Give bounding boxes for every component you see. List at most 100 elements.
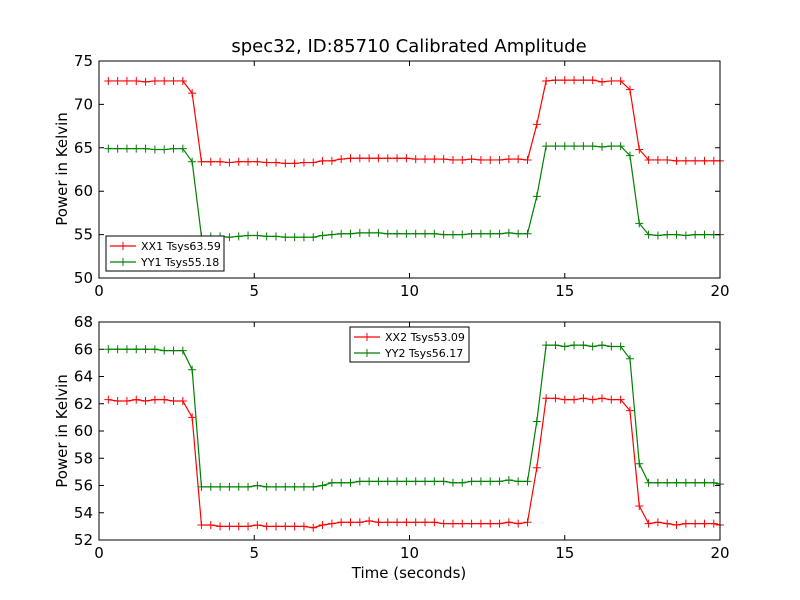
top-series-2-point bbox=[309, 233, 318, 242]
bottom-series-1-point bbox=[188, 413, 197, 422]
top-y-tick-label: 55 bbox=[74, 226, 93, 244]
bottom-series-2-point bbox=[160, 346, 169, 355]
top-series-2-point bbox=[579, 142, 588, 151]
bottom-series-2-point bbox=[672, 478, 681, 487]
bottom-series-1-point bbox=[504, 518, 513, 527]
bottom-y-tick-label: 54 bbox=[74, 504, 93, 522]
bottom-legend-marker-2 bbox=[363, 349, 371, 357]
bottom-series-1-point bbox=[635, 501, 644, 510]
top-y-tick-label: 75 bbox=[74, 52, 93, 70]
bottom-series-1-point bbox=[309, 523, 318, 532]
top-y-tick-label: 70 bbox=[74, 95, 93, 113]
top-series-2-point bbox=[570, 142, 579, 151]
top-series-1-point bbox=[262, 158, 271, 167]
bottom-legend-label-1: XX2 Tsys53.09 bbox=[385, 331, 465, 344]
bottom-series-1-point bbox=[290, 522, 299, 531]
top-series-1-point bbox=[216, 157, 225, 166]
bottom-series-2-point bbox=[700, 478, 709, 487]
top-series-2-point bbox=[337, 229, 346, 238]
top-series-1-point bbox=[327, 156, 336, 165]
bottom-series-2-point bbox=[346, 478, 355, 487]
bottom-series-2-point bbox=[709, 478, 718, 487]
bottom-series-2-point bbox=[625, 354, 634, 363]
bottom-series-2-point bbox=[188, 365, 197, 374]
top-series-1-point bbox=[374, 154, 383, 163]
top-series-1-point bbox=[309, 158, 318, 167]
bottom-series-2-point bbox=[644, 478, 653, 487]
bottom-series-1-point bbox=[262, 522, 271, 531]
bottom-series-1-point bbox=[169, 397, 178, 406]
bottom-series-1-point bbox=[430, 518, 439, 527]
top-x-tick-label: 5 bbox=[249, 282, 259, 300]
top-series-2-point bbox=[625, 151, 634, 160]
bottom-series-2-point bbox=[141, 345, 150, 354]
bottom-series-2-point bbox=[122, 345, 131, 354]
top-legend: XX1 Tsys63.59 YY1 Tsys55.18 bbox=[105, 235, 225, 272]
top-series-1-point bbox=[635, 145, 644, 154]
bottom-series-2-point bbox=[476, 477, 485, 486]
top-series-1-point bbox=[421, 155, 430, 164]
top-y-tick-label: 65 bbox=[74, 139, 93, 157]
bottom-series-1-point bbox=[570, 395, 579, 404]
bottom-y-tick-label: 66 bbox=[74, 340, 93, 358]
top-series-2-point bbox=[439, 230, 448, 239]
top-series-1-point bbox=[663, 155, 672, 164]
bottom-series-2-point bbox=[327, 478, 336, 487]
top-series-1-point bbox=[188, 89, 197, 98]
top-series-2-point bbox=[551, 142, 560, 151]
top-series-2-point bbox=[635, 219, 644, 228]
bottom-series-2-point bbox=[598, 341, 607, 350]
top-series-1-point bbox=[178, 76, 187, 85]
bottom-series-1-point bbox=[337, 518, 346, 527]
bottom-series-2-point bbox=[281, 482, 290, 491]
bottom-series-2-point bbox=[421, 477, 430, 486]
bottom-series-1-point bbox=[625, 406, 634, 415]
bottom-series-2-point bbox=[411, 477, 420, 486]
top-series-1-point bbox=[486, 155, 495, 164]
top-series-1-point bbox=[104, 76, 113, 85]
top-series-2-point bbox=[476, 229, 485, 238]
top-series-2-point bbox=[104, 144, 113, 153]
top-series-1-point bbox=[160, 76, 169, 85]
bottom-series-2-point bbox=[691, 478, 700, 487]
bottom-series-2-point bbox=[402, 477, 411, 486]
bottom-series-1-point bbox=[206, 521, 215, 530]
bottom-series-2-point bbox=[532, 417, 541, 426]
bottom-series-2-point bbox=[113, 345, 122, 354]
bottom-series-1-point bbox=[141, 397, 150, 406]
bottom-y-axis-label: Power in Kelvin bbox=[53, 374, 71, 488]
x-axis-label: Time (seconds) bbox=[351, 564, 467, 582]
bottom-series-1-point bbox=[411, 518, 420, 527]
bottom-series-2-point bbox=[253, 481, 262, 490]
top-series-1-point bbox=[430, 155, 439, 164]
bottom-series-1-point bbox=[598, 394, 607, 403]
top-series-1-point bbox=[476, 155, 485, 164]
bottom-series-1-point bbox=[532, 463, 541, 472]
top-series-1-point bbox=[700, 156, 709, 165]
bottom-series-2-point bbox=[206, 482, 215, 491]
bottom-series-2-point bbox=[244, 482, 253, 491]
top-series-2-point bbox=[150, 145, 159, 154]
bottom-series-2-point bbox=[355, 477, 364, 486]
top-series-2-point bbox=[244, 231, 253, 240]
top-series-1-point bbox=[365, 154, 374, 163]
top-series-2-point bbox=[271, 232, 280, 241]
bottom-x-tick-label: 0 bbox=[94, 544, 104, 562]
top-series-2-point bbox=[430, 229, 439, 238]
bottom-series-1-point bbox=[225, 522, 234, 531]
bottom-series-1-point bbox=[691, 519, 700, 528]
bottom-series-1-point bbox=[607, 395, 616, 404]
bottom-series-2-point bbox=[216, 482, 225, 491]
bottom-x-tick-label: 5 bbox=[249, 544, 259, 562]
top-series-1-point bbox=[644, 155, 653, 164]
top-series-1-point bbox=[299, 158, 308, 167]
top-series-2-point bbox=[141, 144, 150, 153]
top-series-1-point bbox=[281, 159, 290, 168]
bottom-series-1-point bbox=[355, 518, 364, 527]
top-series-2-point bbox=[700, 230, 709, 239]
bottom-y-tick-label: 62 bbox=[74, 395, 93, 413]
top-series-1-point bbox=[588, 76, 597, 85]
bottom-series-2-point bbox=[169, 346, 178, 355]
top-series-2-point bbox=[542, 142, 551, 151]
